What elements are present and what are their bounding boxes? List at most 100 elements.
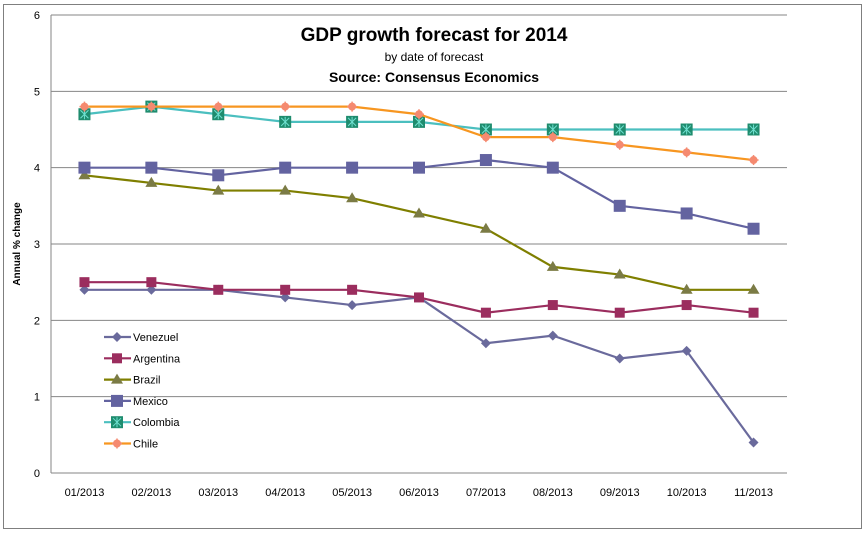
legend-marker xyxy=(112,353,122,364)
data-point xyxy=(480,132,491,143)
y-tick-label: 3 xyxy=(34,239,40,251)
data-point xyxy=(280,101,291,112)
data-point xyxy=(748,155,759,166)
data-point xyxy=(146,277,157,288)
data-point xyxy=(145,176,158,187)
series-line xyxy=(84,174,754,291)
data-point xyxy=(680,283,693,294)
data-point xyxy=(480,307,491,318)
data-point xyxy=(347,300,358,311)
legend-item: Chile xyxy=(104,438,158,451)
data-point xyxy=(747,123,760,136)
legend-label: Mexico xyxy=(133,396,168,408)
series-line xyxy=(84,288,755,444)
legend-item: Brazil xyxy=(104,373,161,387)
data-point xyxy=(613,123,626,136)
x-tick-label: 06/2013 xyxy=(399,487,439,499)
x-tick-label: 01/2013 xyxy=(65,487,105,499)
data-point xyxy=(748,437,759,448)
data-point xyxy=(414,292,424,303)
legend-item: Colombia xyxy=(104,416,180,429)
data-point xyxy=(614,307,625,318)
x-tick-label: 05/2013 xyxy=(332,487,372,499)
x-tick-label: 10/2013 xyxy=(667,487,707,499)
data-point xyxy=(681,345,692,356)
y-axis-label: Annual % change xyxy=(12,202,23,286)
data-point xyxy=(279,184,292,195)
data-point xyxy=(146,284,157,295)
data-point xyxy=(347,284,358,295)
data-point xyxy=(613,268,626,279)
series-chile xyxy=(79,101,759,166)
data-point xyxy=(413,207,425,218)
data-point xyxy=(747,222,760,235)
legend-marker xyxy=(112,332,122,342)
data-point xyxy=(681,147,692,158)
data-point xyxy=(614,139,625,150)
x-tick-label: 07/2013 xyxy=(466,487,506,499)
data-point xyxy=(479,222,492,233)
y-tick-label: 5 xyxy=(34,86,40,98)
data-point xyxy=(78,161,91,174)
data-point xyxy=(480,338,491,349)
data-point xyxy=(547,300,558,311)
legend-marker xyxy=(111,373,123,384)
legend-item: Argentina xyxy=(104,353,181,365)
data-point xyxy=(280,284,291,295)
data-point xyxy=(681,300,692,311)
x-tick-label: 02/2013 xyxy=(131,487,171,499)
y-tick-label: 1 xyxy=(34,392,40,404)
legend-label: Argentina xyxy=(133,353,181,365)
data-point xyxy=(213,101,224,112)
x-tick-label: 11/2013 xyxy=(734,487,773,499)
data-point xyxy=(748,307,759,318)
legend-label: Brazil xyxy=(133,375,161,387)
data-point xyxy=(78,169,91,180)
series-mexico xyxy=(78,154,760,235)
data-point xyxy=(279,161,292,174)
data-point xyxy=(613,199,626,212)
y-tick-label: 6 xyxy=(34,10,40,22)
data-point xyxy=(346,192,359,203)
data-point xyxy=(680,207,693,220)
data-point xyxy=(546,260,559,271)
legend-item: Venezuel xyxy=(104,332,178,344)
data-point xyxy=(614,353,625,364)
data-point xyxy=(347,101,358,112)
data-point xyxy=(146,101,157,112)
y-tick-label: 2 xyxy=(34,315,40,327)
series-colombia xyxy=(78,100,760,136)
legend-label: Venezuel xyxy=(133,332,178,344)
data-point xyxy=(479,154,492,167)
data-point xyxy=(413,161,425,174)
data-point xyxy=(280,292,291,303)
x-tick-label: 04/2013 xyxy=(265,487,305,499)
x-tick-label: 09/2013 xyxy=(600,487,640,499)
data-point xyxy=(547,132,558,143)
data-point xyxy=(346,115,359,128)
data-point xyxy=(680,123,693,136)
chart-subtitle: by date of forecast xyxy=(385,50,484,64)
chart-frame xyxy=(3,4,862,529)
legend-label: Chile xyxy=(133,439,158,451)
x-tick-label: 08/2013 xyxy=(533,487,573,499)
legend-marker xyxy=(111,416,123,429)
data-point xyxy=(414,109,424,120)
data-point xyxy=(145,161,158,174)
data-point xyxy=(546,123,559,136)
data-point xyxy=(346,161,359,174)
data-point xyxy=(279,115,292,128)
chart-title: GDP growth forecast for 2014 xyxy=(301,25,568,46)
series-argentina xyxy=(79,277,759,318)
data-point xyxy=(79,277,90,288)
legend-label: Colombia xyxy=(133,417,180,429)
data-point xyxy=(546,161,559,174)
data-point xyxy=(212,184,225,195)
series-brazil xyxy=(78,169,760,294)
legend-marker xyxy=(111,394,123,407)
legend-item: Mexico xyxy=(104,394,168,408)
data-point xyxy=(79,101,90,112)
data-point xyxy=(78,108,91,121)
data-point xyxy=(547,330,558,341)
